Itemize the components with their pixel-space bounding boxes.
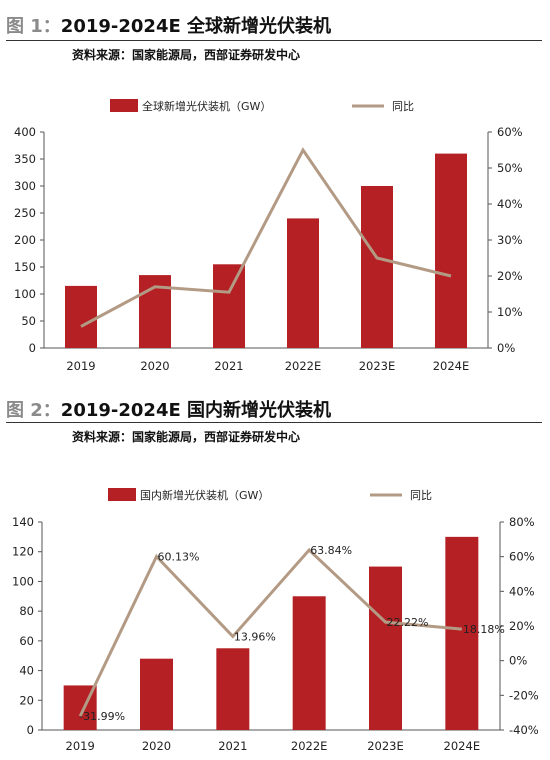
bar [287,218,319,348]
y-tick-label-right: 60% [509,550,535,564]
data-label: 18.18% [463,623,505,636]
x-tick-label: 2021 [214,359,243,373]
y-tick-label-right: -40% [509,723,539,737]
yoy-line [78,547,462,717]
figure-1-title: 图 1：2019-2024E 全球新增光伏装机 [6,12,331,38]
y-tick-label-left: 140 [12,515,34,529]
figure-1-label: 图 1： [6,16,61,37]
y-tick-label-left: 300 [14,179,36,193]
x-tick-label: 2023E [359,359,396,373]
x-tick-label: 2020 [140,359,169,373]
data-label: 63.84% [310,544,352,557]
yoy-line [80,147,452,328]
bar [213,264,245,348]
data-label: 22.22% [387,616,429,629]
x-tick-label: 2022E [291,739,328,753]
y-tick-label-left: 150 [14,260,36,274]
x-tick-label: 2024E [433,359,470,373]
y-tick-label-left: 20 [19,693,34,707]
bar [445,536,479,730]
legend-swatch-bar [110,99,138,112]
bar [361,186,393,348]
y-tick-label-left: 200 [14,233,36,247]
figure-2-title: 图 2：2019-2024E 国内新增光伏装机 [6,396,331,422]
y-tick-label-left: 60 [19,634,34,648]
figure-2-label: 图 2： [6,400,61,421]
y-tick-label-right: 0% [497,341,515,355]
y-tick-label-right: 40% [497,197,523,211]
y-tick-label-left: 40 [19,664,34,678]
figure-2-title-text: 2019-2024E 国内新增光伏装机 [60,400,332,421]
figure-2-divider [6,422,542,423]
legend-label-line: 同比 [410,489,432,502]
y-tick-label-left: 50 [21,314,36,328]
y-tick-label-right: 80% [509,515,535,529]
x-tick-label: 2024E [444,739,481,753]
y-tick-label-left: 0 [27,723,34,737]
y-tick-label-left: 400 [14,125,36,139]
x-tick-label: 2019 [66,739,95,753]
bar [140,658,173,730]
figure-1-title-text: 2019-2024E 全球新增光伏装机 [60,16,332,37]
y-tick-label-left: 250 [14,206,36,220]
chart-domestic-pv: 0 20 40 60 80 100 120 140 -40% -20% 0% 20% 40% 60% 80%… [12,488,539,753]
y-tick-label-right: 50% [497,161,523,175]
y-tick-label-left: 120 [12,545,34,559]
y-tick-label-right: 0% [509,654,527,668]
bar [216,648,250,730]
chart-global-pv: 0 50 100 150 200 250 300 350 400 0% 10% 20% 30% 40% 50… [14,99,523,373]
x-tick-label: 2020 [142,739,171,753]
y-tick-label-right: 40% [509,584,535,598]
y-tick-label-right: 30% [497,233,523,247]
legend-label-bar: 国内新增光伏装机（GW） [140,488,269,502]
bar [435,153,467,348]
figure-1-divider [6,40,542,41]
x-tick-label: 2019 [66,359,95,373]
legend-label-bar: 全球新增光伏装机（GW） [142,99,271,113]
data-label: -31.99% [79,710,125,723]
y-tick-label-left: 100 [12,574,34,588]
y-tick-label-right: 60% [497,125,523,139]
data-label: 60.13% [158,550,200,563]
x-tick-label: 2021 [218,739,247,753]
bar [292,596,326,730]
legend-swatch-bar [108,488,136,501]
x-tick-label: 2022E [285,359,322,373]
y-tick-label-left: 0 [29,341,36,355]
data-label: 13.96% [234,630,276,643]
legend-label-line: 同比 [392,100,414,113]
bar [369,566,402,730]
y-tick-label-right: 20% [509,619,535,633]
y-tick-label-right: -20% [509,688,539,702]
figure-1-source: 资料来源：国家能源局，西部证券研发中心 [72,48,301,62]
figure-2-source: 资料来源：国家能源局，西部证券研发中心 [72,430,301,444]
y-tick-label-right: 20% [497,269,523,283]
x-tick-label: 2023E [367,739,404,753]
y-tick-label-right: 10% [497,305,523,319]
y-tick-label-left: 100 [14,287,36,301]
y-tick-label-left: 350 [14,152,36,166]
y-tick-label-left: 80 [19,604,34,618]
bar [65,285,97,348]
